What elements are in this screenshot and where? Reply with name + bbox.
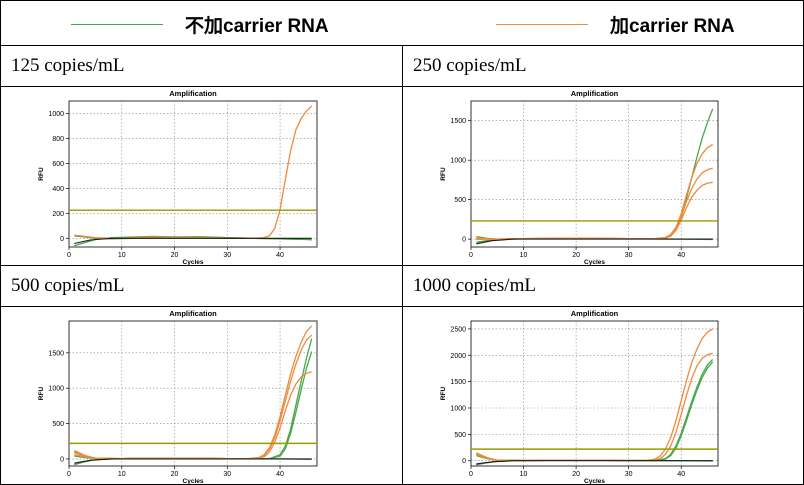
- x-tick-label: 10: [520, 471, 528, 478]
- y-tick-label: 500: [454, 432, 466, 439]
- y-tick-label: 1500: [450, 118, 466, 125]
- legend-item-without-carrier: 不加carrier RNA: [71, 9, 329, 39]
- x-tick-label: 40: [677, 252, 685, 259]
- legend-label: 加carrier RNA: [610, 15, 735, 37]
- baseline-line: [476, 238, 713, 245]
- plot-area: [68, 100, 318, 248]
- legend-swatch-orange: [496, 23, 588, 25]
- x-axis-label: Cycles: [183, 259, 204, 265]
- y-tick-label: 1500: [48, 350, 64, 357]
- y-tick-label: 1000: [450, 158, 466, 165]
- plot-area: [470, 100, 719, 248]
- x-tick-label: 0: [67, 471, 71, 478]
- legend-label: 不加carrier RNA: [185, 15, 329, 37]
- y-tick-label: 0: [60, 456, 64, 463]
- y-tick-label: 0: [60, 236, 64, 243]
- x-tick-label: 20: [572, 471, 580, 478]
- y-tick-label: 200: [52, 211, 64, 218]
- panel-label: 1000 copies/mL: [402, 265, 804, 307]
- x-tick-label: 0: [67, 252, 71, 259]
- chart-title: Amplification: [169, 89, 217, 98]
- legend-item-with-carrier: 加carrier RNA: [496, 9, 735, 39]
- x-tick-label: 40: [276, 252, 284, 259]
- x-tick-label: 10: [118, 252, 126, 259]
- x-axis-label: Cycles: [584, 259, 605, 265]
- amplification-chart-500: Amplification 0 500 1000 1500 0 10 20 30 40 Cycles…: [38, 309, 318, 484]
- x-tick-label: 20: [171, 471, 179, 478]
- y-tick-label: 1000: [48, 111, 64, 118]
- amplification-chart-250: Amplification 0 500 1000 1500 0 10 20 30 40 Cycles…: [440, 89, 719, 265]
- y-tick-label: 1000: [48, 386, 64, 393]
- x-tick-label: 10: [520, 252, 528, 259]
- legend: 不加carrier RNA 加carrier RNA: [0, 0, 804, 46]
- x-axis-label: Cycles: [183, 478, 204, 484]
- amplification-chart-125: Amplification 0 200 400 600 800 1000 0 10 20 30 40 C…: [38, 89, 318, 265]
- y-tick-label: 500: [52, 421, 64, 428]
- x-tick-label: 30: [625, 252, 633, 259]
- chart-panel-125: Amplification 0 200 400 600 800 1000 0 10 20 30 40 C…: [0, 86, 403, 266]
- chart-panel-250: Amplification 0 500 1000 1500 0 10 20 30 40 Cycles…: [402, 86, 804, 266]
- x-tick-label: 30: [223, 471, 231, 478]
- y-tick-label: 600: [52, 161, 64, 168]
- chart-panel-500: Amplification 0 500 1000 1500 0 10 20 30 40 Cycles…: [0, 306, 403, 485]
- plot-area: [68, 320, 318, 467]
- chart-panel-1000: Amplification 0 500 1000 1500 2000 2500 0 10 20 30…: [402, 306, 804, 485]
- baseline-line: [74, 237, 312, 245]
- x-tick-label: 30: [223, 252, 231, 259]
- y-tick-label: 2500: [450, 326, 466, 333]
- panel-grid: 125 copies/mL 250 copies/mL Amplificatio…: [0, 45, 804, 485]
- x-tick-label: 0: [469, 252, 473, 259]
- y-axis-label: RFU: [38, 167, 45, 181]
- y-tick-label: 400: [52, 186, 64, 193]
- x-tick-label: 20: [171, 252, 179, 259]
- y-axis-label: RFU: [38, 387, 45, 401]
- y-tick-label: 500: [454, 197, 466, 204]
- y-tick-label: 2000: [450, 353, 466, 360]
- y-tick-label: 800: [52, 136, 64, 143]
- baseline-line: [476, 460, 713, 465]
- panel-label: 500 copies/mL: [0, 265, 403, 307]
- chart-title: Amplification: [571, 309, 619, 318]
- y-tick-label: 1000: [450, 406, 466, 413]
- panel-label: 250 copies/mL: [402, 45, 804, 87]
- plot-area: [470, 320, 719, 467]
- y-tick-label: 1500: [450, 379, 466, 386]
- amplification-chart-1000: Amplification 0 500 1000 1500 2000 2500 0 10 20 30…: [440, 309, 719, 484]
- y-tick-label: 0: [462, 237, 466, 244]
- y-tick-label: 0: [462, 458, 466, 465]
- baseline-line: [74, 458, 312, 464]
- x-tick-label: 30: [625, 471, 633, 478]
- y-axis-label: RFU: [440, 387, 447, 401]
- x-tick-label: 0: [469, 471, 473, 478]
- x-tick-label: 20: [572, 252, 580, 259]
- y-axis-label: RFU: [440, 167, 447, 181]
- x-axis-label: Cycles: [584, 478, 605, 484]
- legend-swatch-green: [71, 23, 163, 25]
- x-tick-label: 10: [118, 471, 126, 478]
- chart-title: Amplification: [169, 309, 217, 318]
- panel-label: 125 copies/mL: [0, 45, 403, 87]
- chart-title: Amplification: [571, 89, 619, 98]
- x-tick-label: 40: [677, 471, 685, 478]
- x-tick-label: 40: [276, 471, 284, 478]
